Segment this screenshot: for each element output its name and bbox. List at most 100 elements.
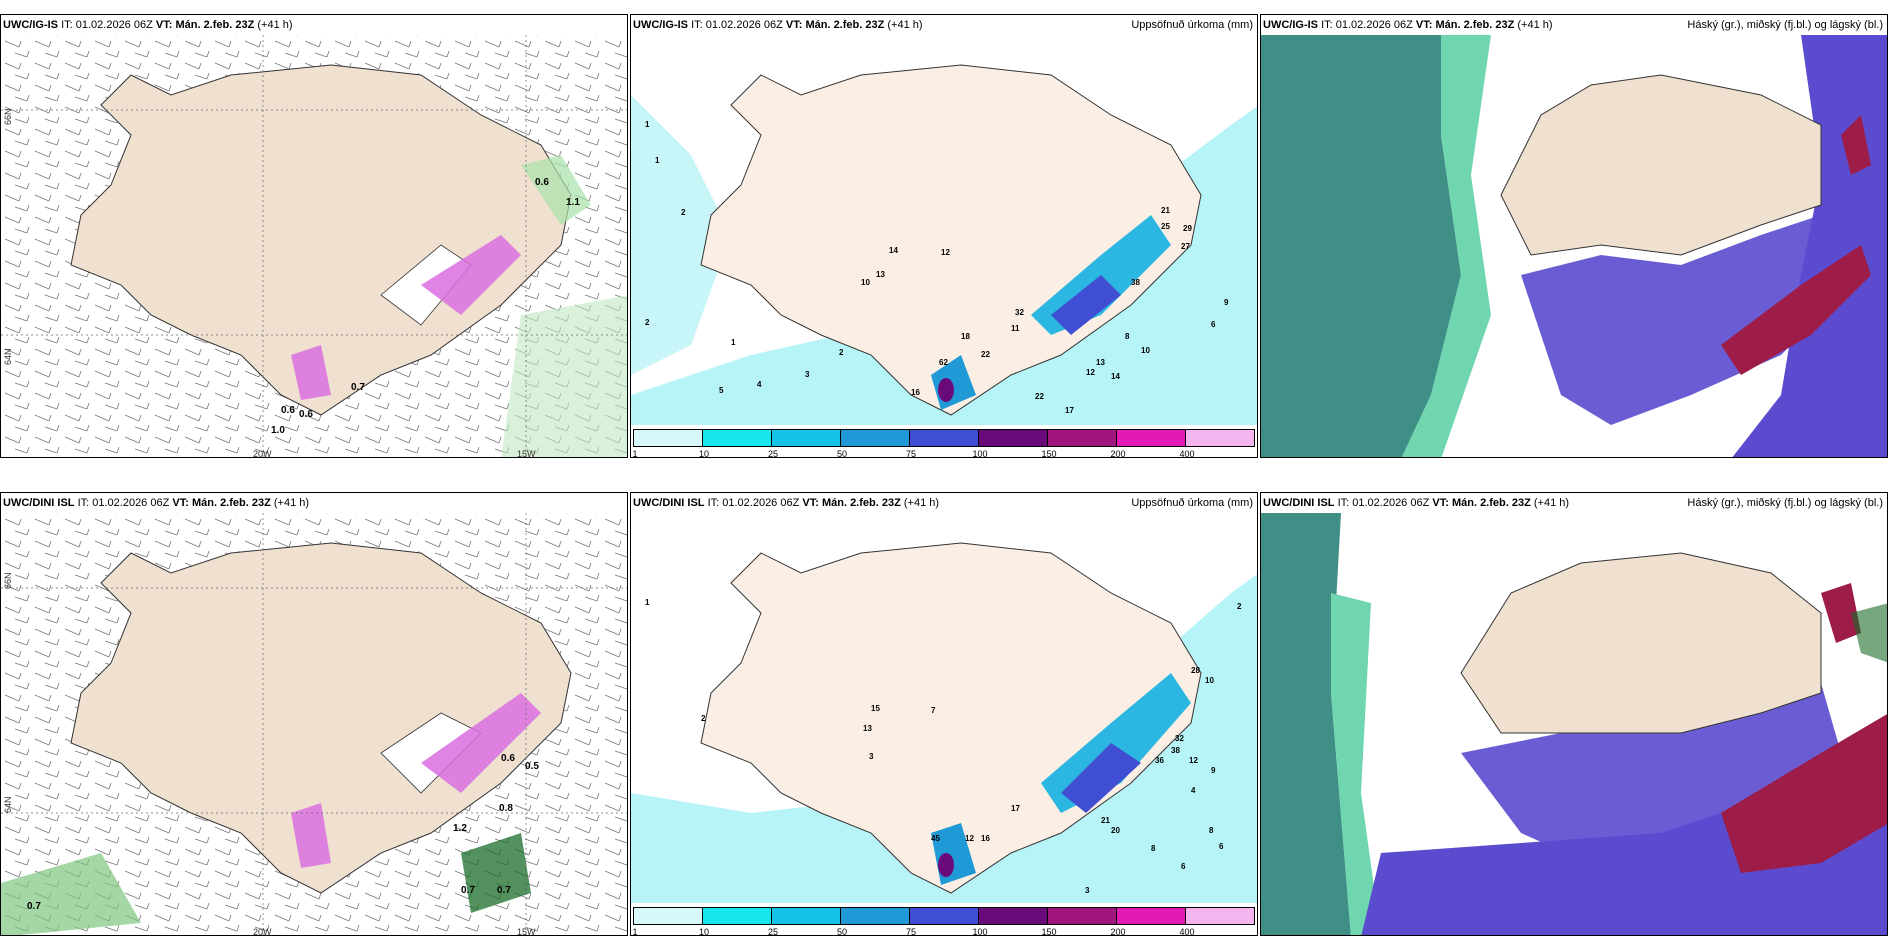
colorbar — [633, 429, 1255, 447]
svg-text:29: 29 — [1183, 224, 1192, 233]
panel-header: UWC/DINI ISL IT: 01.02.2026 06Z VT: Mán.… — [3, 497, 310, 509]
svg-text:0.5: 0.5 — [525, 761, 539, 772]
svg-text:2: 2 — [645, 318, 650, 327]
svg-text:22: 22 — [981, 350, 990, 359]
colorbar-cell — [1186, 908, 1254, 924]
wind-panel-bottom: UWC/DINI ISL IT: 01.02.2026 06Z VT: Mán.… — [0, 492, 628, 936]
wind-map: 0.6 1.1 0.7 0.6 1.0 0.6 — [1, 35, 627, 457]
colorbar-cell — [910, 430, 979, 446]
lon-label: 20W — [253, 927, 272, 936]
svg-text:11: 11 — [1011, 324, 1020, 333]
panel-title: Uppsöfnuð úrkoma (mm) — [1131, 19, 1253, 31]
svg-text:12: 12 — [941, 248, 950, 257]
svg-text:4: 4 — [757, 380, 762, 389]
svg-text:8: 8 — [1151, 844, 1156, 853]
lon-label: 15W — [517, 449, 536, 458]
svg-text:1: 1 — [645, 120, 650, 129]
svg-text:3: 3 — [805, 370, 810, 379]
svg-text:1: 1 — [645, 598, 650, 607]
svg-text:18: 18 — [961, 332, 970, 341]
svg-text:1.1: 1.1 — [566, 197, 580, 208]
svg-text:13: 13 — [876, 270, 885, 279]
colorbar-cell — [772, 908, 841, 924]
panel-title: Háský (gr.), miðský (fj.bl.) og lágský (… — [1687, 497, 1883, 509]
precip-panel-top: UWC/IG-IS IT: 01.02.2026 06Z VT: Mán. 2.… — [630, 14, 1258, 458]
panel-title: Uppsöfnuð úrkoma (mm) — [1131, 497, 1253, 509]
svg-text:2: 2 — [701, 714, 706, 723]
svg-text:12: 12 — [1086, 368, 1095, 377]
svg-text:0.6: 0.6 — [299, 409, 313, 420]
cloud-map — [1261, 513, 1887, 935]
svg-text:0.6: 0.6 — [535, 177, 549, 188]
svg-text:6: 6 — [1181, 862, 1186, 871]
colorbar-cell — [910, 908, 979, 924]
colorbar-cell — [1117, 430, 1186, 446]
svg-text:0.7: 0.7 — [351, 382, 365, 393]
svg-text:2: 2 — [1237, 602, 1242, 611]
svg-text:45: 45 — [931, 834, 940, 843]
svg-text:8: 8 — [1209, 826, 1214, 835]
svg-text:1: 1 — [731, 338, 736, 347]
colorbar-cell — [772, 430, 841, 446]
svg-text:17: 17 — [1065, 406, 1074, 415]
svg-text:27: 27 — [1181, 242, 1190, 251]
svg-text:5: 5 — [719, 386, 724, 395]
colorbar-cell — [703, 908, 772, 924]
svg-text:10: 10 — [1205, 676, 1214, 685]
lon-label: 20W — [253, 449, 272, 458]
lat-label: 66N — [3, 572, 13, 589]
colorbar-cell — [634, 908, 703, 924]
colorbar — [633, 907, 1255, 925]
svg-text:8: 8 — [1125, 332, 1130, 341]
svg-text:32: 32 — [1015, 308, 1024, 317]
wind-panel-top: UWC/IG-IS IT: 01.02.2026 06Z VT: Mán. 2.… — [0, 14, 628, 458]
svg-text:3: 3 — [1085, 886, 1090, 895]
lat-label: 66N — [3, 108, 13, 125]
colorbar-cell — [979, 430, 1048, 446]
panel-header: UWC/IG-IS IT: 01.02.2026 06Z VT: Mán. 2.… — [1263, 19, 1553, 31]
lat-label: 64N — [3, 796, 13, 813]
colorbar-cell — [979, 908, 1048, 924]
colorbar-cell — [1186, 430, 1254, 446]
panel-header: UWC/IG-IS IT: 01.02.2026 06Z VT: Mán. 2.… — [633, 19, 923, 31]
cloud-panel-bottom: UWC/DINI ISL IT: 01.02.2026 06Z VT: Mán.… — [1260, 492, 1888, 936]
svg-text:1.2: 1.2 — [453, 823, 467, 834]
colorbar-cell — [634, 430, 703, 446]
svg-text:16: 16 — [911, 388, 920, 397]
svg-text:0.7: 0.7 — [27, 901, 41, 912]
svg-text:12: 12 — [1189, 756, 1198, 765]
svg-text:2: 2 — [839, 348, 844, 357]
svg-text:32: 32 — [1175, 734, 1184, 743]
svg-text:13: 13 — [1096, 358, 1105, 367]
svg-text:38: 38 — [1171, 746, 1180, 755]
svg-text:22: 22 — [1035, 392, 1044, 401]
svg-text:6: 6 — [1211, 320, 1216, 329]
cloud-panel-top: UWC/IG-IS IT: 01.02.2026 06Z VT: Mán. 2.… — [1260, 14, 1888, 458]
svg-text:21: 21 — [1161, 206, 1170, 215]
svg-text:12: 12 — [965, 834, 974, 843]
svg-text:0.7: 0.7 — [497, 885, 511, 896]
panel-title: Háský (gr.), miðský (fj.bl.) og lágský (… — [1687, 19, 1883, 31]
lon-label: 15W — [517, 927, 536, 936]
colorbar-cell — [841, 908, 910, 924]
svg-text:38: 38 — [1131, 278, 1140, 287]
svg-text:0.7: 0.7 — [461, 885, 475, 896]
svg-text:17: 17 — [1011, 804, 1020, 813]
colorbar-ticks: 1 10 25 50 75 100 150 200 400 — [632, 927, 1195, 936]
svg-text:62: 62 — [939, 358, 948, 367]
colorbar-cell — [1048, 908, 1117, 924]
svg-text:10: 10 — [861, 278, 870, 287]
svg-text:25: 25 — [1161, 222, 1170, 231]
svg-text:9: 9 — [1224, 298, 1229, 307]
colorbar-cell — [703, 430, 772, 446]
svg-text:1: 1 — [655, 156, 660, 165]
svg-text:7: 7 — [931, 706, 936, 715]
wind-map: 0.5 0.6 0.8 0.7 0.7 0.7 1.2 — [1, 513, 627, 935]
svg-text:3: 3 — [869, 752, 874, 761]
svg-text:15: 15 — [871, 704, 880, 713]
precip-panel-bottom: UWC/DINI ISL IT: 01.02.2026 06Z VT: Mán.… — [630, 492, 1258, 936]
svg-text:0.6: 0.6 — [281, 405, 295, 416]
cloud-map — [1261, 35, 1887, 457]
svg-text:14: 14 — [889, 246, 898, 255]
svg-text:0.6: 0.6 — [501, 753, 515, 764]
